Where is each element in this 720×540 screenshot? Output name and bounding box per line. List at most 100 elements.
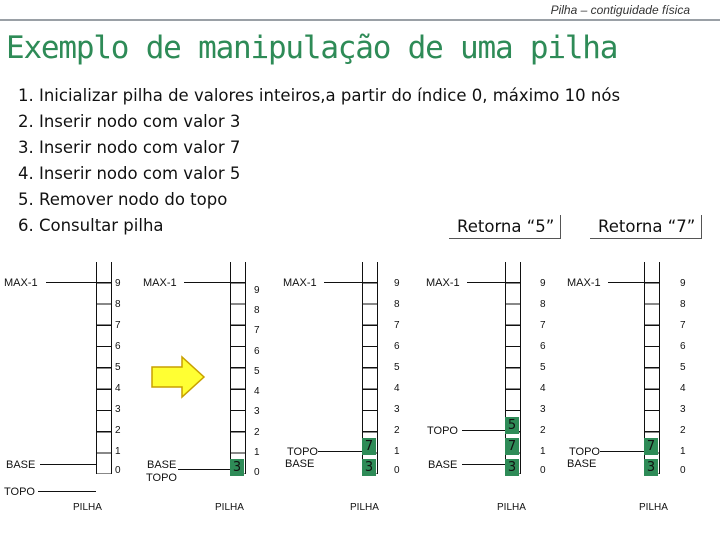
base-label: BASE	[567, 458, 597, 470]
index-label: 9	[394, 278, 400, 289]
max-label: MAX-1	[426, 277, 460, 289]
base-label: BASE	[285, 458, 315, 470]
index-label: 4	[394, 383, 400, 394]
pilha-label: PILHA	[215, 502, 244, 513]
step-item: 1. Inicializar pilha de valores inteiros…	[18, 86, 621, 105]
index-label: 7	[115, 320, 121, 331]
index-label: 7	[540, 320, 546, 331]
step-item: 6. Consultar pilha	[18, 216, 164, 235]
max-label: MAX-1	[143, 277, 177, 289]
index-label: 4	[540, 383, 546, 394]
base-pointer-line	[40, 464, 96, 465]
topo-label: TOPO	[287, 446, 318, 458]
index-label: 4	[680, 383, 686, 394]
index-label: 4	[115, 383, 121, 394]
header-tag: Pilha – contiguidade física	[546, 3, 694, 17]
return-value-7: Retorna “7”	[590, 215, 703, 239]
pointer-line	[318, 451, 362, 452]
index-label: 8	[394, 299, 400, 310]
topo-label: TOPO	[146, 472, 177, 484]
index-label: 5	[394, 362, 400, 373]
pilha-label: PILHA	[639, 502, 668, 513]
right-arrow-icon	[151, 355, 206, 399]
index-label: 8	[540, 299, 546, 310]
steps-list: 1. Inicializar pilha de valores inteiros…	[18, 83, 620, 239]
index-label: 9	[540, 278, 546, 289]
max-label: MAX-1	[567, 277, 601, 289]
stack-column	[96, 262, 112, 474]
index-label: 2	[540, 425, 546, 436]
index-label: 1	[394, 446, 400, 457]
base-label: BASE	[147, 459, 177, 471]
topo-pointer-line	[462, 430, 505, 431]
base-label: BASE	[6, 459, 36, 471]
index-label: 3	[394, 404, 400, 415]
max-pointer-line	[184, 282, 230, 283]
index-label: 1	[254, 447, 260, 458]
index-label: 2	[394, 425, 400, 436]
topo-pointer-line	[38, 491, 96, 492]
index-label: 6	[254, 346, 260, 357]
stack-cell-1: 7	[505, 438, 519, 455]
index-label: 5	[254, 366, 260, 377]
stack-cell-0: 3	[230, 459, 244, 476]
index-label: 8	[115, 299, 121, 310]
index-label: 0	[540, 465, 546, 476]
max-pointer-line	[324, 282, 362, 283]
pilha-label: PILHA	[350, 502, 379, 513]
index-label: 1	[115, 446, 121, 457]
stack-column	[644, 262, 660, 474]
stack-cell-1: 7	[362, 438, 376, 455]
index-label: 9	[254, 285, 260, 296]
header-rule	[0, 19, 720, 21]
topo-label: TOPO	[4, 486, 35, 498]
step-item: 3. Inserir nodo com valor 7	[18, 138, 241, 157]
index-label: 0	[680, 465, 686, 476]
stack-column	[362, 262, 378, 474]
max-pointer-line	[46, 282, 96, 283]
index-label: 6	[540, 341, 546, 352]
return-value-5: Retorna “5”	[449, 215, 562, 239]
index-label: 3	[680, 404, 686, 415]
index-label: 8	[254, 305, 260, 316]
index-label: 7	[680, 320, 686, 331]
topo-label: TOPO	[569, 446, 600, 458]
index-label: 5	[115, 362, 121, 373]
index-label: 2	[254, 427, 260, 438]
stack-cell-0: 3	[362, 459, 376, 476]
index-label: 0	[254, 467, 260, 478]
base-label: BASE	[428, 459, 458, 471]
index-label: 7	[254, 325, 260, 336]
index-label: 9	[115, 278, 121, 289]
index-label: 6	[115, 341, 121, 352]
pointer-line	[178, 469, 230, 470]
base-pointer-line	[462, 464, 505, 465]
index-label: 7	[394, 320, 400, 331]
pilha-label: PILHA	[497, 502, 526, 513]
stack-cell-1: 7	[644, 438, 658, 455]
step-item: 5. Remover nodo do topo	[18, 190, 228, 209]
pilha-label: PILHA	[73, 502, 102, 513]
slide-title: Exemplo de manipulação de uma pilha	[6, 30, 618, 66]
index-label: 9	[680, 278, 686, 289]
stack-cell-0: 3	[644, 459, 658, 476]
step-item: 2. Inserir nodo com valor 3	[18, 112, 241, 131]
index-label: 3	[254, 406, 260, 417]
index-label: 8	[680, 299, 686, 310]
index-label: 2	[115, 425, 121, 436]
stack-cell-0: 3	[505, 459, 519, 476]
index-label: 4	[254, 386, 260, 397]
step-item: 4. Inserir nodo com valor 5	[18, 164, 241, 183]
index-label: 2	[680, 425, 686, 436]
index-label: 5	[680, 362, 686, 373]
index-label: 3	[115, 404, 121, 415]
pointer-line	[600, 451, 644, 452]
stack-column	[230, 262, 246, 474]
index-label: 3	[540, 404, 546, 415]
index-label: 6	[394, 341, 400, 352]
stack-cell-2: 5	[505, 417, 519, 434]
max-pointer-line	[608, 282, 644, 283]
index-label: 6	[680, 341, 686, 352]
index-label: 5	[540, 362, 546, 373]
index-label: 1	[540, 446, 546, 457]
